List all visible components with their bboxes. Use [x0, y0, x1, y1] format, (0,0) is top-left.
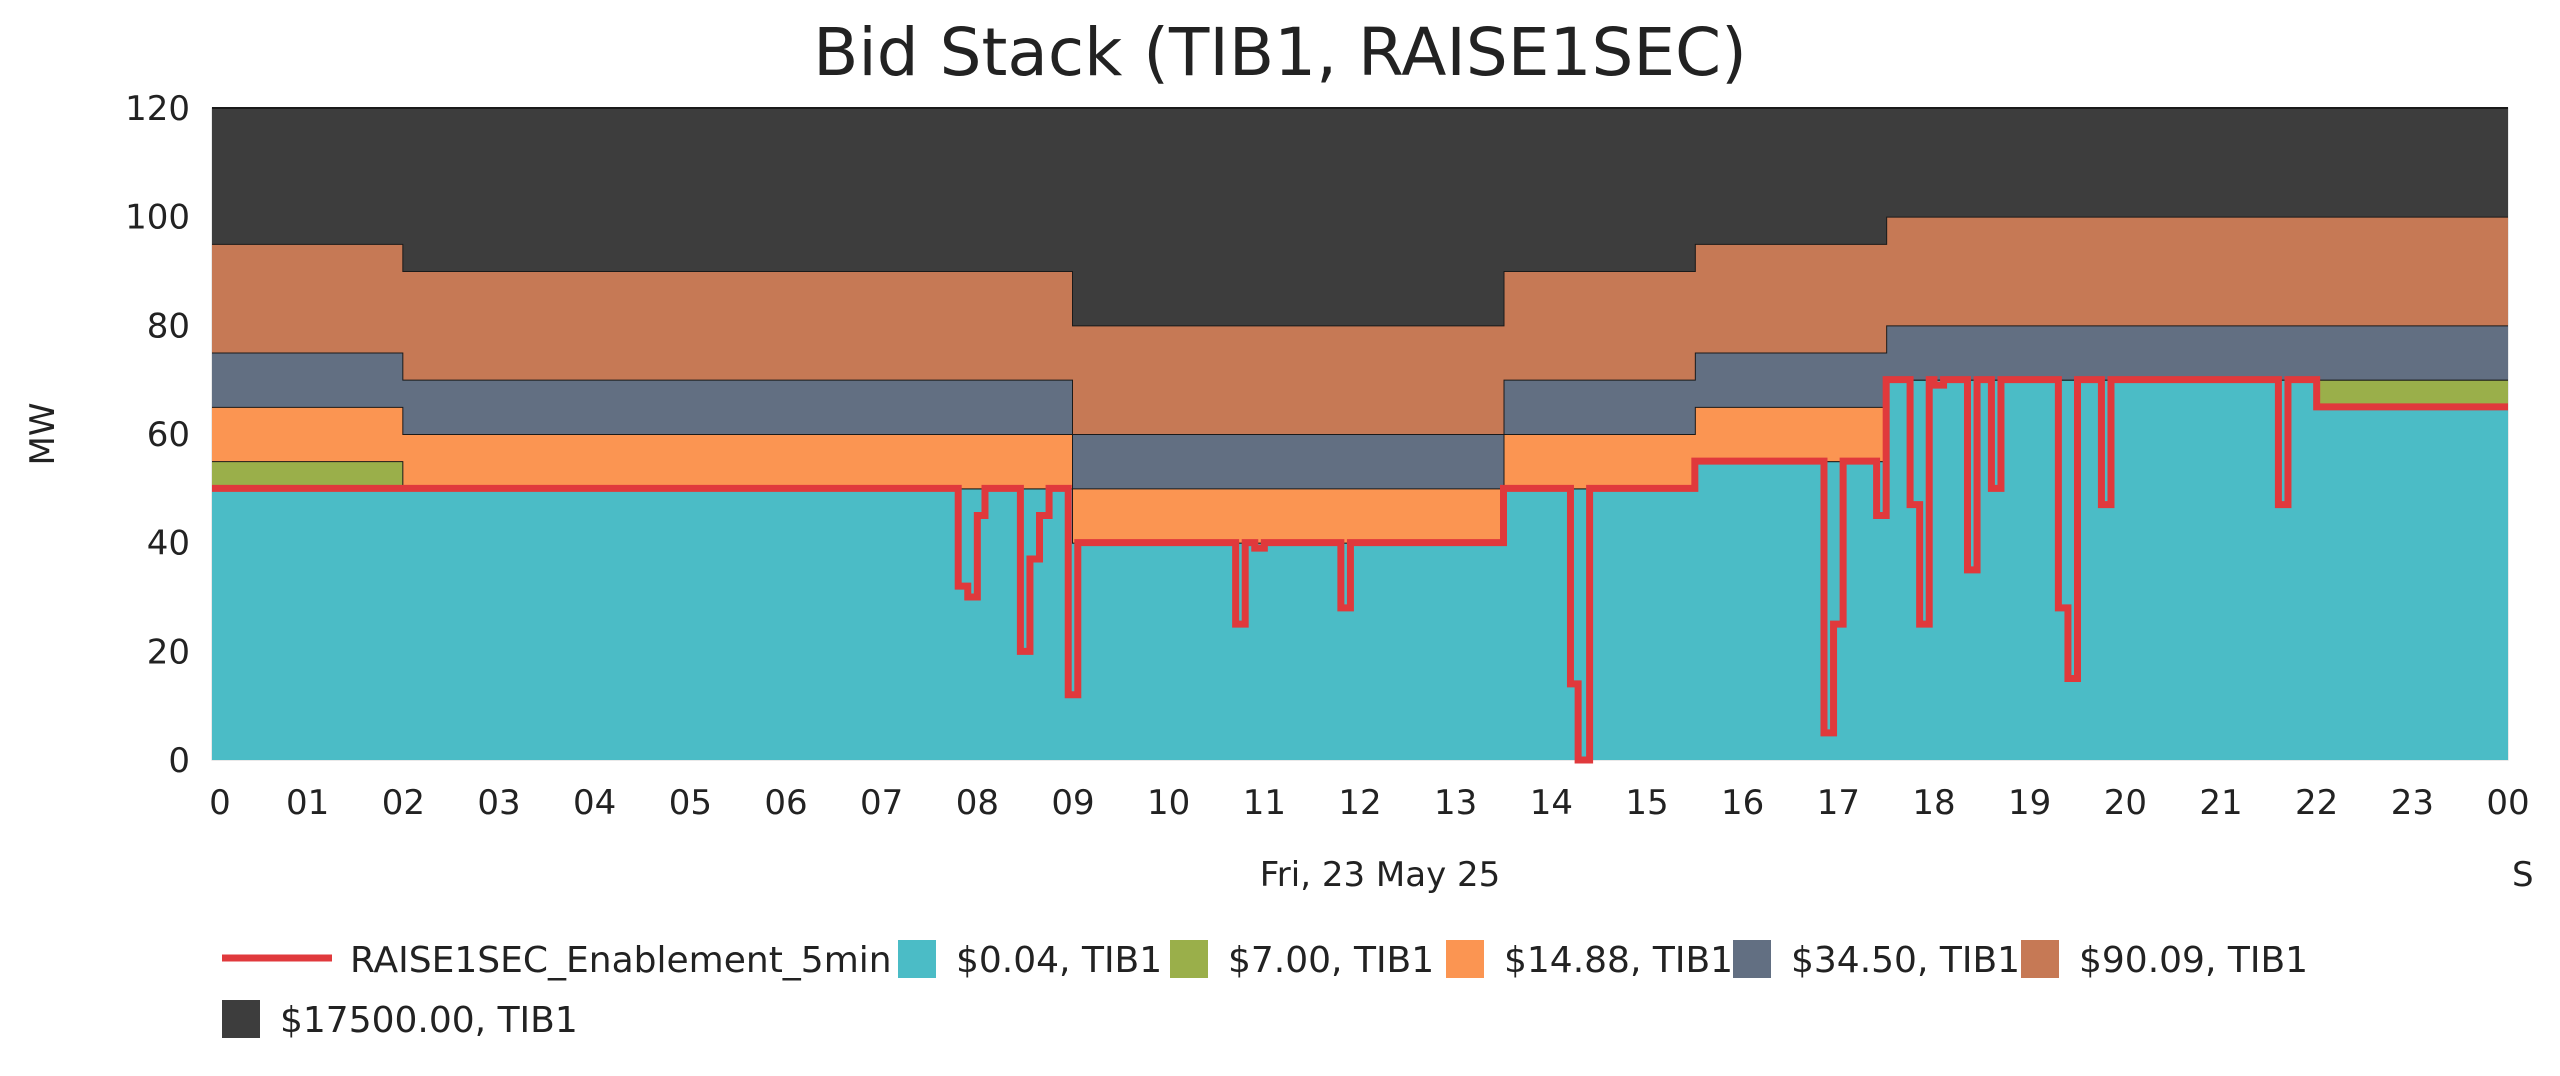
y-tick-label: 0 — [168, 741, 190, 781]
x-tick-label: 23 — [2391, 783, 2434, 823]
area-series-2 — [212, 379, 2508, 543]
x-axis-title: Fri, 23 May 25 — [1260, 855, 1501, 895]
y-tick-label: 80 — [147, 306, 190, 346]
legend-label: $0.04, TIB1 — [956, 940, 1162, 981]
x-axis-next-day-label: S — [2512, 855, 2534, 895]
area-series-5 — [212, 108, 2508, 326]
y-tick-label: 20 — [147, 632, 190, 672]
enablement-line — [212, 376, 2508, 764]
x-tick-label: 13 — [1434, 783, 1477, 823]
y-tick-label: 60 — [147, 415, 190, 455]
legend-swatch — [2021, 940, 2059, 978]
x-tick-label: 03 — [477, 783, 520, 823]
x-tick-label: 16 — [1721, 783, 1764, 823]
legend-label: RAISE1SEC_Enablement_5min — [350, 940, 892, 981]
legend-label: $7.00, TIB1 — [1228, 940, 1434, 981]
x-tick-label: 19 — [2008, 783, 2051, 823]
x-tick-label: 02 — [382, 783, 425, 823]
y-tick-label: 120 — [125, 89, 190, 129]
x-tick-label: 04 — [573, 783, 616, 823]
x-tick-label: 22 — [2295, 783, 2338, 823]
x-tick-label: 09 — [1051, 783, 1094, 823]
legend-label: $34.50, TIB1 — [1791, 940, 2020, 981]
y-axis-title: MW — [23, 403, 63, 466]
legend-swatch — [898, 940, 936, 978]
chart-title: Bid Stack (TIB1, RAISE1SEC) — [813, 14, 1747, 91]
x-tick-label: 05 — [669, 783, 712, 823]
legend-swatch — [1170, 940, 1208, 978]
legend: RAISE1SEC_Enablement_5min $0.04, TIB1 $7.0… — [222, 940, 2308, 1041]
legend-label: $14.88, TIB1 — [1504, 940, 1733, 981]
legend-swatch — [222, 1000, 260, 1038]
x-tick-label: 11 — [1243, 783, 1286, 823]
y-tick-label: 100 — [125, 198, 190, 238]
x-tick-label: 18 — [1912, 783, 1955, 823]
area-series-3 — [212, 325, 2508, 489]
legend-label: $17500.00, TIB1 — [280, 1000, 578, 1041]
x-tick-label: 08 — [956, 783, 999, 823]
x-tick-label: 20 — [2104, 783, 2147, 823]
enablement-line-layer — [212, 376, 2508, 764]
x-tick-label: 14 — [1530, 783, 1573, 823]
legend-item[interactable]: $14.88, TIB1 — [1446, 940, 1733, 981]
x-tick-label: 00 — [2486, 783, 2529, 823]
legend-item[interactable]: RAISE1SEC_Enablement_5min — [222, 940, 892, 981]
legend-item[interactable]: $34.50, TIB1 — [1733, 940, 2020, 981]
x-tick-label: 12 — [1338, 783, 1381, 823]
x-tick-label: 0 — [209, 783, 231, 823]
x-tick-label: 21 — [2199, 783, 2242, 823]
x-tick-label: 15 — [1625, 783, 1668, 823]
legend-swatch — [1733, 940, 1771, 978]
legend-item[interactable]: $0.04, TIB1 — [898, 940, 1162, 981]
x-tick-label: 01 — [286, 783, 329, 823]
legend-item[interactable]: $7.00, TIB1 — [1170, 940, 1434, 981]
stacked-areas — [212, 107, 2508, 760]
y-tick-label: 40 — [147, 524, 190, 564]
area-series-0 — [212, 379, 2508, 760]
legend-item[interactable]: $17500.00, TIB1 — [222, 1000, 578, 1041]
legend-swatch — [1446, 940, 1484, 978]
x-tick-label: 17 — [1817, 783, 1860, 823]
x-tick-label: 06 — [764, 783, 807, 823]
legend-label: $90.09, TIB1 — [2079, 940, 2308, 981]
x-tick-label: 10 — [1147, 783, 1190, 823]
x-tick-label: 07 — [860, 783, 903, 823]
legend-item[interactable]: $90.09, TIB1 — [2021, 940, 2308, 981]
